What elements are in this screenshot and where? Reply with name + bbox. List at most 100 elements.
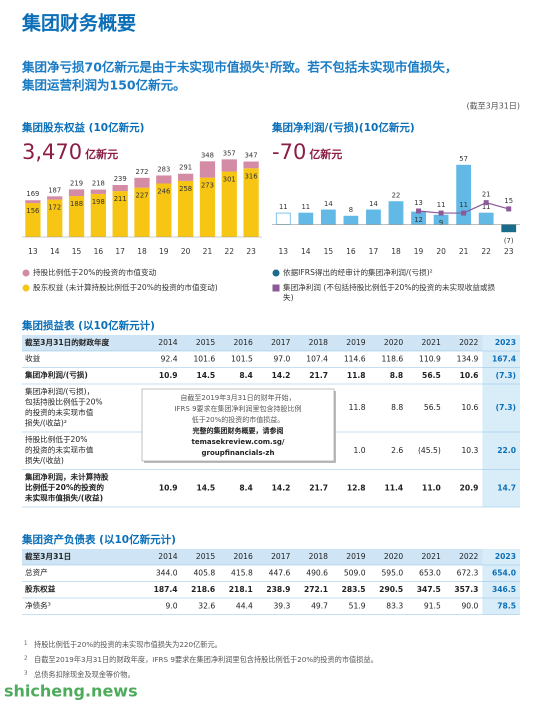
headline: 3,470 [22,140,82,164]
bar-segment [221,159,237,172]
column-header: 2018 [309,338,328,347]
cell: 83.3 [386,601,403,610]
bar-label: 11 [482,203,491,211]
x-tick-label: 18 [391,247,401,256]
cell: 447.6 [269,568,291,577]
bar-label: 316 [245,172,258,180]
cell: 20.9 [460,483,479,492]
bar-segment [243,168,259,237]
bar-segment [156,175,172,184]
cell: 672.3 [457,568,479,577]
note-text: 自截至2019年3月31日的财年开始， [180,393,295,402]
column-header: 2020 [384,552,403,561]
chart-title: 集团净利润/(亏损)(10亿新元) [271,121,415,134]
cell: 118.6 [381,354,403,363]
row-label: 损失/(收益)² [25,418,67,428]
bar [275,212,291,225]
cell: 283.5 [342,585,366,594]
cell: 56.5 [424,403,441,412]
row-label: 损失/(收益) [25,455,64,465]
x-tick-label: 21 [203,247,213,256]
note-text: groupfinancials-zh [202,449,275,457]
x-tick-label: 13 [278,247,288,256]
cell: (7.3) [496,403,516,412]
row-label: 总资产 [25,567,48,577]
bar-label: 57 [459,155,468,163]
bar-label: 301 [223,176,236,184]
line-label: 13 [414,199,423,207]
legend-text: 股东权益 (未计算持股比例低于20%的投资的市值变动) [33,283,218,292]
bar-label: 14 [369,200,378,208]
bar-segment [112,185,128,192]
bar-label: 12 [414,216,423,224]
x-tick-label: 22 [224,247,234,256]
bar-label: 188 [70,200,83,208]
x-tick-label: 14 [50,247,60,256]
cell: 22.0 [497,446,516,455]
row-label: 的投资的未实现市值 [25,407,94,417]
cell: 49.7 [311,601,328,610]
x-tick-label: 18 [137,247,147,256]
bar-segment [178,180,194,237]
column-header: 截至3月31日的财政年度 [25,337,110,347]
line-marker [506,206,512,212]
column-header: 2016 [233,338,252,347]
table-title: 集团损益表 (以10亿新元计) [21,319,155,332]
x-tick-label: 15 [324,247,334,256]
total-label: 347 [245,152,258,160]
x-tick-label: 23 [246,247,256,256]
legend-text: 依据IFRS得出的经审计的集团净利润/(亏损)² [283,268,433,277]
column-header: 2021 [421,338,440,347]
cell: 21.7 [309,371,328,380]
column-header: 2019 [346,552,365,561]
bar-segment [134,187,150,237]
column-header: 2023 [495,552,516,561]
cell: (7.3) [496,371,516,380]
cell: 238.9 [266,585,290,594]
cell: 11.8 [347,371,366,380]
bar-label: 227 [136,192,149,200]
cell: 97.0 [273,354,290,363]
cell: 14.5 [196,371,215,380]
cell: 114.6 [344,354,366,363]
note-text: 完整的集团财务概要，请参阅 [193,426,284,435]
cell: 10.9 [159,371,178,380]
cell: 654.0 [492,568,516,577]
bar-label: 156 [26,207,39,215]
legend-marker [272,269,280,277]
cell: 653.0 [419,568,441,577]
headline-unit: 亿新元 [85,147,118,161]
total-label: 291 [179,164,192,172]
subtitle: 集团净亏损70亿新元是由于未实现市值损失¹所致。若不包括未实现市值损失， [21,60,457,75]
cell: 101.5 [231,354,253,363]
bar-segment [221,171,237,237]
table-title: 集团资产负债表 (以10亿新元计) [21,533,176,546]
footnote-mark: 2 [24,656,28,662]
line-marker [438,210,444,216]
row-label: 股东权益 [25,584,56,594]
bar-segment [199,177,216,237]
bar-label: 273 [201,182,214,190]
bar [478,212,494,225]
as-of: (截至3月31日) [466,101,520,111]
footnote-mark: 1 [24,641,28,647]
header-bg [22,549,520,565]
cell: 14.7 [497,483,516,492]
cell: 490.6 [306,568,328,577]
cell: 8.4 [239,371,252,380]
row-label: 未实现市值损失/(收益) [25,493,103,503]
cell: 56.5 [422,371,441,380]
cell: 90.0 [461,601,478,610]
cell: 12.8 [347,483,366,492]
cell: 272.1 [304,585,328,594]
bar-segment [25,203,41,237]
bar-segment [90,189,106,194]
row-label: 比例低于20%的投资的 [25,482,104,492]
x-tick-label: 16 [346,247,356,256]
subtitle: 集团运营利润为150亿新元。 [21,78,186,93]
bar [501,224,517,233]
bar-label: 198 [92,198,105,206]
x-tick-label: 19 [159,247,169,256]
cell: 10.3 [461,446,478,455]
cell: 92.4 [161,354,178,363]
